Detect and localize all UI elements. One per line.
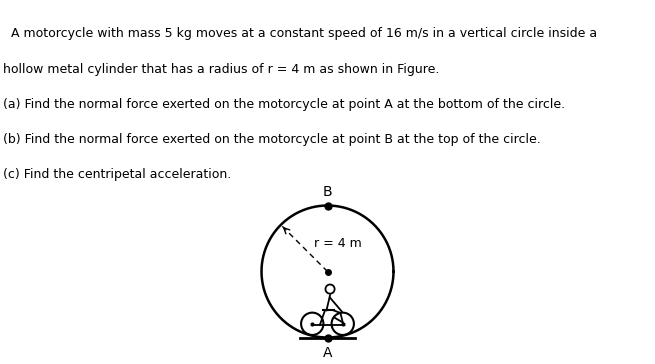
Text: (a) Find the normal force exerted on the motorcycle at point A at the bottom of : (a) Find the normal force exerted on the…: [3, 98, 565, 111]
Text: (b) Find the normal force exerted on the motorcycle at point B at the top of the: (b) Find the normal force exerted on the…: [3, 133, 541, 146]
Text: B: B: [323, 185, 332, 199]
Text: (c) Find the centripetal acceleration.: (c) Find the centripetal acceleration.: [3, 168, 231, 181]
Text: hollow metal cylinder that has a radius of r = 4 m as shown in Figure.: hollow metal cylinder that has a radius …: [3, 63, 440, 76]
Text: r = 4 m: r = 4 m: [314, 237, 362, 250]
Text: A motorcycle with mass 5 kg moves at a constant speed of 16 m/s in a vertical ci: A motorcycle with mass 5 kg moves at a c…: [3, 27, 597, 40]
Text: A: A: [323, 346, 332, 360]
